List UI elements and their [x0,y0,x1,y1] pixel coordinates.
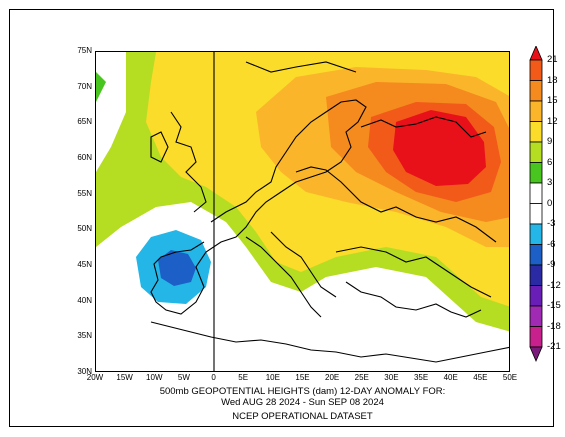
lat-tick-label: 65N [77,117,92,127]
colorbar-segment [529,59,543,81]
colorbar-tick-label: 15 [547,95,558,106]
colorbar-tick-label: -15 [547,300,561,311]
lon-tick-label: 15W [116,373,133,382]
colorbar-tick-label: -6 [547,238,556,250]
caption-line-2: Wed AUG 28 2024 - Sun SEP 08 2024 [221,397,384,408]
colorbar [529,46,543,363]
lat-tick-label: 30N [77,367,92,376]
lon-tick-label: 50E [502,373,518,382]
lon-tick-label: 10W [146,373,163,382]
lon-tick-label: 20E [325,373,340,382]
negative-field-6 [158,250,196,286]
lon-tick-label: 10E [265,373,280,382]
colorbar-tick-label: 21 [547,54,558,65]
lon-tick-label: 35E [413,373,429,382]
colorbar-segment [529,264,543,286]
map-canvas [96,52,509,371]
colorbar-segment [529,162,543,184]
colorbar-tick-label: 18 [547,74,558,86]
colorbar-segment [529,182,543,204]
figure-frame [9,9,554,427]
lon-tick-label: 30E [384,373,399,382]
lon-tick-label: 5W [177,373,190,382]
colorbar-top-arrow [529,46,543,61]
positive-field-3b [96,72,106,102]
colorbar-segment [529,326,543,348]
colorbar-tick-label: 12 [547,115,558,127]
colorbar-bottom-arrow [529,346,543,363]
colorbar-segment [529,100,543,122]
lat-tick-label: 40N [77,295,92,305]
lat-tick-label: 35N [77,331,92,341]
lon-tick-label: 25E [354,373,369,382]
colorbar-segment [529,223,543,245]
colorbar-tick-label: -12 [547,279,561,291]
colorbar-tick-label: -18 [547,320,561,332]
colorbar-tick-label: -9 [547,259,556,270]
lat-tick-label: 55N [77,188,92,198]
lat-tick-label: 70N [77,81,92,91]
anomaly-map [95,51,510,372]
colorbar-tick-label: 9 [547,136,553,147]
colorbar-segment [529,285,543,307]
colorbar-tick-label: 0 [547,197,553,209]
colorbar-tick-label: 6 [547,156,553,168]
coastlines [150,52,509,371]
colorbar-segment [529,121,543,143]
caption-line-1: 500mb GEOPOTENTIAL HEIGHTS (dam) 12-DAY … [159,386,446,397]
colorbar-tick-label: -3 [547,218,556,229]
colorbar-segment [529,203,543,225]
lon-tick-label: 5E [238,373,249,382]
colorbar-segment [529,244,543,266]
lat-tick-label: 45N [77,260,92,269]
lon-tick-label: 20W [86,373,104,382]
lon-tick-label: 40E [443,373,458,382]
colorbar-segment [529,80,543,102]
colorbar-segment [529,305,543,327]
lat-tick-label: 50N [77,224,92,234]
caption-line-3: NCEP OPERATIONAL DATASET [232,411,373,422]
lon-tick-label: 45E [473,373,488,382]
lat-tick-label: 60N [77,153,92,162]
lon-tick-label: 15E [295,373,310,382]
colorbar-tick-label: 3 [547,177,553,188]
lat-tick-label: 75N [77,46,92,55]
colorbar-tick-label: -21 [547,341,561,352]
lon-tick-label: 0 [211,373,216,382]
colorbar-segment [529,141,543,163]
